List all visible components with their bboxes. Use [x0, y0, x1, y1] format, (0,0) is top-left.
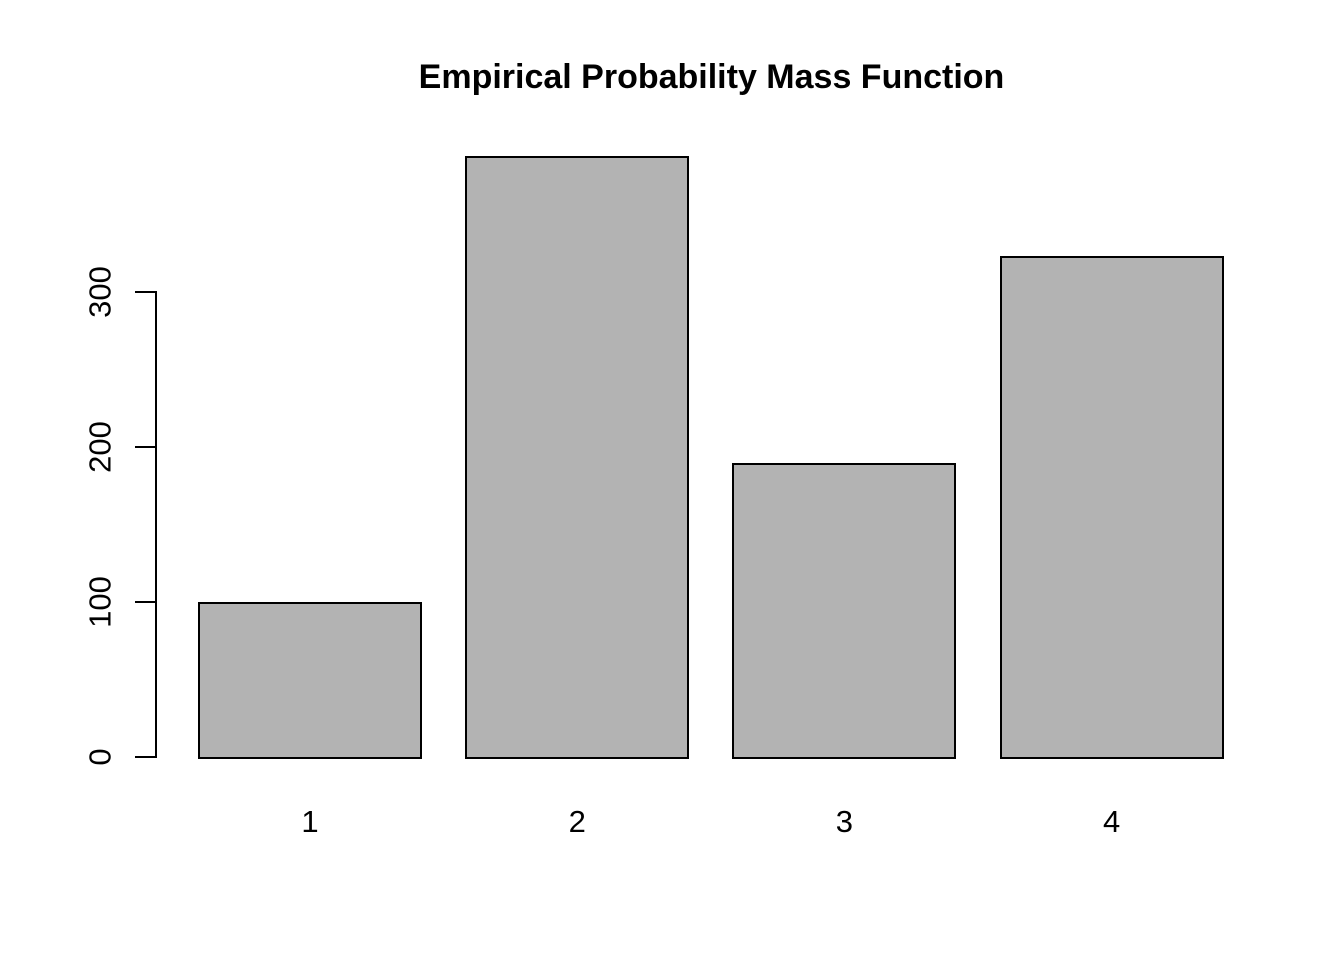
x-tick-label: 3	[835, 804, 854, 839]
bar-category-4	[999, 256, 1224, 759]
y-axis-line	[155, 291, 157, 758]
y-tick-label: 200	[82, 421, 118, 473]
bar-category-1	[198, 602, 422, 759]
y-tick-mark	[135, 446, 155, 448]
y-tick-label: 0	[82, 748, 118, 766]
bar-category-2	[465, 155, 690, 759]
x-tick-label: 4	[1102, 804, 1121, 839]
bar-category-3	[732, 462, 957, 759]
chart-title: Empirical Probability Mass Function	[418, 58, 1005, 96]
x-tick-label: 2	[568, 804, 586, 839]
y-tick-mark	[135, 756, 155, 758]
y-tick-label: 100	[82, 576, 118, 628]
y-tick-label: 300	[82, 266, 118, 318]
y-tick-mark	[135, 601, 155, 603]
y-tick-mark	[135, 291, 155, 293]
x-tick-label: 1	[301, 804, 319, 839]
